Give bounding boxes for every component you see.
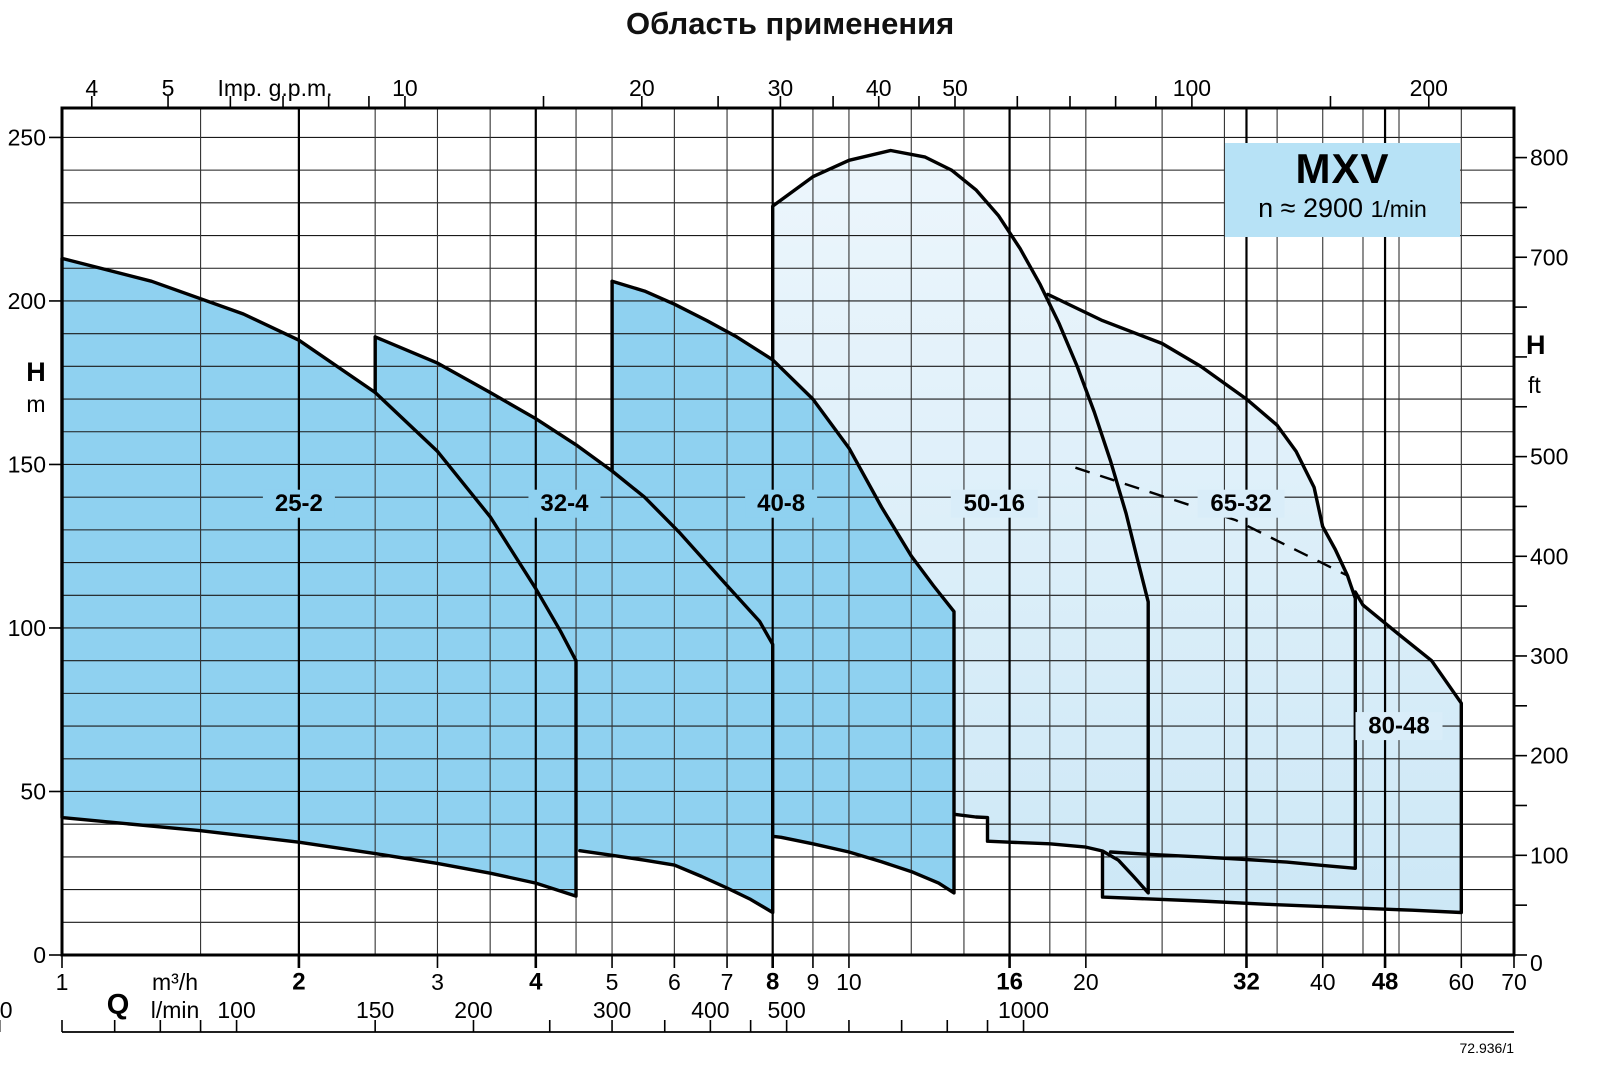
svg-text:100: 100 bbox=[217, 997, 255, 1023]
svg-text:60: 60 bbox=[1449, 969, 1475, 995]
svg-text:ft: ft bbox=[1528, 372, 1541, 398]
svg-text:500: 500 bbox=[767, 997, 805, 1023]
region-outline-65-32 bbox=[1046, 292, 1357, 870]
svg-text:800: 800 bbox=[1530, 145, 1568, 171]
svg-text:H: H bbox=[26, 357, 46, 387]
region-label-65-32: 65-32 bbox=[1210, 490, 1271, 517]
svg-text:700: 700 bbox=[1530, 244, 1568, 270]
svg-text:3: 3 bbox=[431, 969, 444, 995]
svg-text:250: 250 bbox=[8, 124, 46, 150]
svg-text:500: 500 bbox=[1530, 444, 1568, 470]
svg-text:l/min: l/min bbox=[151, 997, 200, 1023]
region-outlines bbox=[60, 148, 1463, 915]
svg-text:32: 32 bbox=[1233, 969, 1260, 996]
region-labels: 80-48 65-32 50-16 40-8 32-4 25-2 bbox=[262, 489, 1443, 741]
svg-text:1000: 1000 bbox=[998, 997, 1049, 1023]
legend-speed-value: n ≈ 2900 bbox=[1258, 193, 1364, 223]
axis-top-gpm: 4 5 10 20 30 40 50 100 200 Imp. g.p.m. bbox=[85, 75, 1448, 107]
svg-text:4: 4 bbox=[85, 75, 98, 101]
region-outline-40-8 bbox=[610, 279, 956, 895]
svg-text:0: 0 bbox=[33, 942, 46, 968]
svg-text:50: 50 bbox=[0, 997, 12, 1023]
axis-bottom-m3h: 1 2 3 4 5 6 7 8 9 10 16 20 32 40 48 60 70 m³/h Q bbox=[56, 956, 1527, 1021]
region-label-40-8: 40-8 bbox=[757, 490, 805, 517]
svg-text:70: 70 bbox=[1501, 969, 1527, 995]
svg-text:Q: Q bbox=[107, 989, 130, 1021]
svg-text:100: 100 bbox=[8, 615, 46, 641]
plot-frame bbox=[60, 106, 1516, 957]
svg-text:100: 100 bbox=[1530, 842, 1568, 868]
svg-text:6: 6 bbox=[668, 969, 681, 995]
svg-text:0: 0 bbox=[1530, 950, 1543, 976]
svg-text:40: 40 bbox=[866, 75, 892, 101]
svg-text:400: 400 bbox=[691, 997, 729, 1023]
svg-text:8: 8 bbox=[766, 969, 779, 996]
legend-box: MXV n ≈ 2900 1/min bbox=[1225, 143, 1460, 237]
region-outline-32-4 bbox=[373, 335, 775, 915]
svg-text:200: 200 bbox=[454, 997, 492, 1023]
svg-text:1: 1 bbox=[56, 969, 69, 995]
svg-text:48: 48 bbox=[1372, 969, 1399, 996]
svg-text:10: 10 bbox=[392, 75, 418, 101]
legend-model-name: MXV bbox=[1295, 145, 1390, 192]
svg-text:20: 20 bbox=[629, 75, 655, 101]
region-outline-80-48 bbox=[1100, 590, 1463, 915]
legend-speed-unit: 1/min bbox=[1370, 196, 1427, 222]
svg-text:H: H bbox=[1526, 330, 1546, 360]
region-label-80-48: 80-48 bbox=[1368, 713, 1429, 740]
svg-text:2: 2 bbox=[292, 969, 305, 996]
svg-text:7: 7 bbox=[721, 969, 734, 995]
svg-text:150: 150 bbox=[8, 451, 46, 477]
svg-text:Imp. g.p.m.: Imp. g.p.m. bbox=[217, 75, 332, 101]
svg-text:5: 5 bbox=[606, 969, 619, 995]
axis-bottom-lmin: 3040501001502003004005001000l/min bbox=[0, 997, 1514, 1033]
region-fills bbox=[62, 150, 1462, 913]
chart-grid bbox=[62, 108, 1514, 955]
svg-text:100: 100 bbox=[1173, 75, 1211, 101]
axis-left-m: 0 50 100 150 200 250 Hm bbox=[8, 124, 61, 968]
svg-text:m³/h: m³/h bbox=[152, 969, 198, 995]
legend-speed: n ≈ 2900 1/min bbox=[1225, 192, 1460, 225]
svg-text:5: 5 bbox=[162, 75, 175, 101]
svg-text:20: 20 bbox=[1073, 969, 1099, 995]
dashed-split-line bbox=[1075, 466, 1349, 577]
region-label-32-4: 32-4 bbox=[540, 490, 589, 517]
svg-text:16: 16 bbox=[996, 969, 1023, 996]
svg-text:30: 30 bbox=[768, 75, 794, 101]
svg-text:50: 50 bbox=[942, 75, 968, 101]
page-title: Область применения bbox=[626, 6, 955, 41]
region-fill-25-2 bbox=[62, 258, 576, 897]
svg-text:200: 200 bbox=[1410, 75, 1448, 101]
svg-text:9: 9 bbox=[807, 969, 820, 995]
svg-text:400: 400 bbox=[1530, 543, 1568, 569]
region-label-25-2: 25-2 bbox=[275, 490, 323, 517]
svg-text:300: 300 bbox=[593, 997, 631, 1023]
svg-text:200: 200 bbox=[1530, 743, 1568, 769]
svg-text:150: 150 bbox=[356, 997, 394, 1023]
svg-text:40: 40 bbox=[1310, 969, 1336, 995]
svg-text:200: 200 bbox=[8, 288, 46, 314]
svg-text:m: m bbox=[26, 391, 45, 417]
svg-text:50: 50 bbox=[20, 778, 46, 804]
svg-text:10: 10 bbox=[836, 969, 862, 995]
svg-text:300: 300 bbox=[1530, 643, 1568, 669]
region-outline-50-16 bbox=[771, 148, 1150, 895]
region-outline-25-2 bbox=[60, 256, 578, 898]
axis-right-ft: 0 100 200 300 400 500 700 800 Hft bbox=[1515, 145, 1568, 976]
doc-number: 72.936/1 bbox=[1460, 1040, 1515, 1056]
svg-text:4: 4 bbox=[529, 969, 543, 996]
region-label-50-16: 50-16 bbox=[964, 490, 1025, 517]
